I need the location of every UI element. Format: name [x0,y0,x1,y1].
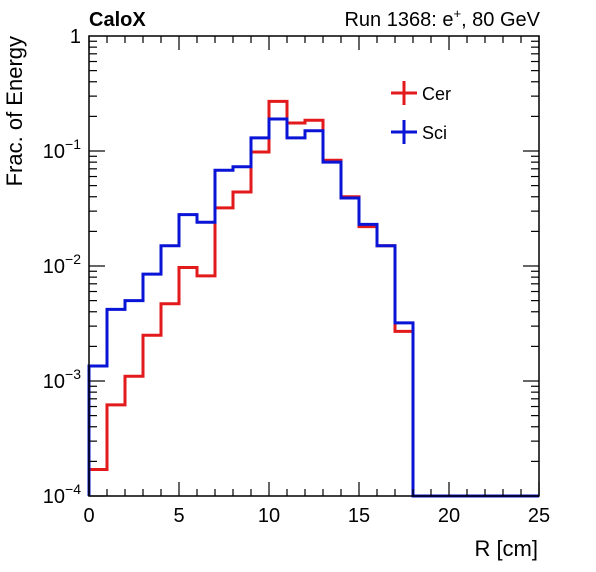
plot-frame [88,35,540,497]
y-tick-label: 10−4 [43,481,81,508]
x-tick-label: 5 [173,505,184,527]
legend-label: Cer [422,84,451,104]
run-info-prefix: Run 1368: e [344,9,453,31]
x-tick-label: 25 [528,505,550,527]
y-tick-label: 10−2 [43,251,81,278]
series-line-sci [87,117,539,498]
y-axis-title: Frac. of Energy [2,36,27,186]
run-info-superscript: + [453,6,461,21]
run-info-suffix: , 80 GeV [461,9,541,31]
run-info-label: Run 1368: e+, 80 GeV [344,6,540,31]
y-tick-label: 1 [70,26,81,48]
experiment-label: CaloX [89,9,146,31]
x-tick-label: 15 [348,505,370,527]
y-tick-label: 10−3 [43,366,81,393]
legend-item-cer: Cer [391,81,451,105]
y-tick-label: 10−1 [43,136,81,163]
legend-item-sci: Sci [391,120,447,144]
x-tick-label: 20 [438,505,460,527]
series-line-cer [87,99,539,498]
axes: 0 5 10 15 20 25 10−4 10−3 10−2 10−1 1 [43,26,550,527]
legend-label: Sci [422,123,447,143]
plot-area [87,99,539,498]
x-axis-title: R [cm] [474,536,538,561]
x-tick-label: 10 [258,505,280,527]
x-tick-label: 0 [83,505,94,527]
legend: Cer Sci [391,81,451,144]
